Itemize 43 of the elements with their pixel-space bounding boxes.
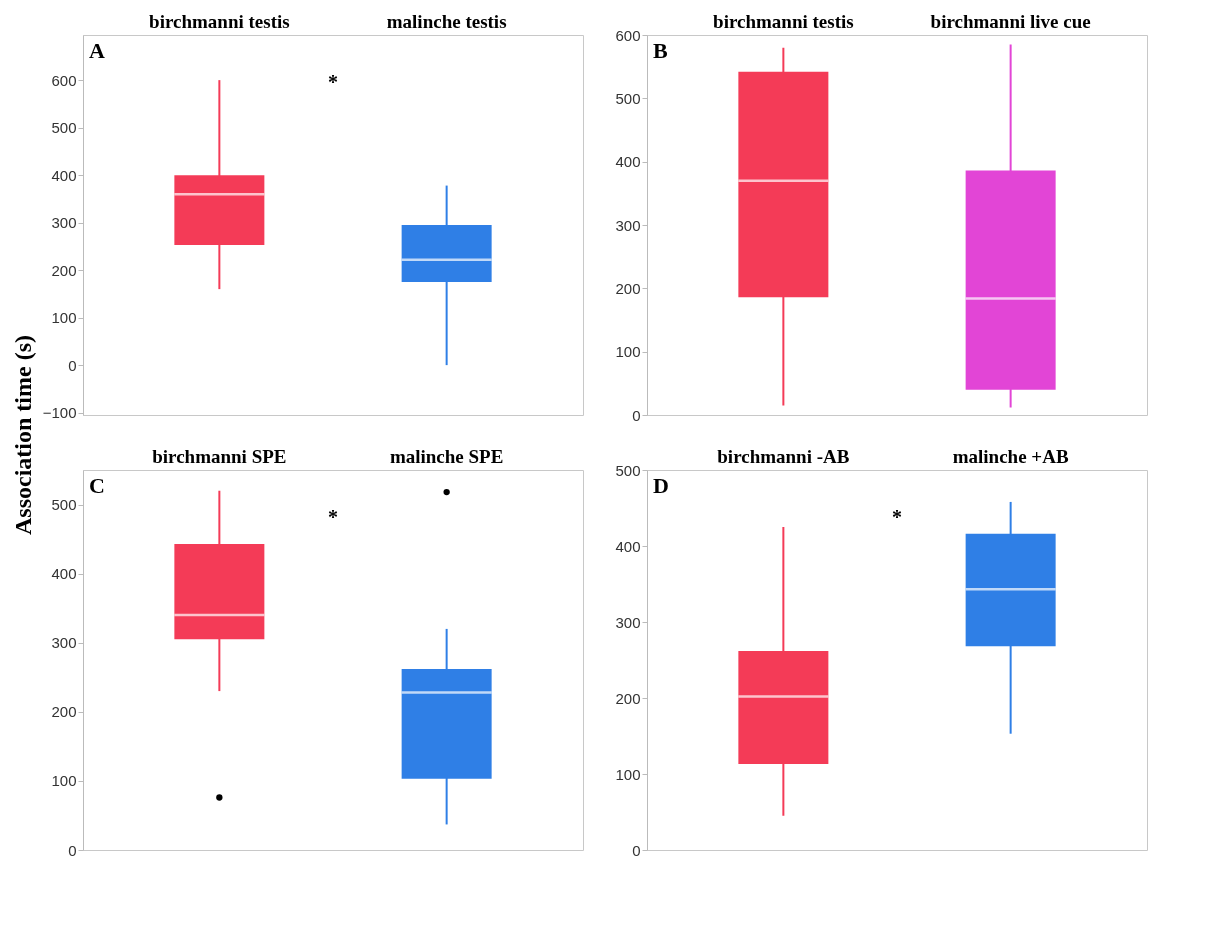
y-tick-label: 200 [51,261,77,279]
y-tick-label: 100 [615,343,641,361]
y-tick-label: 400 [51,166,77,184]
x-tick-label: birchmanni SPE [152,445,287,467]
y-tick-label: 200 [615,689,641,707]
y-tick-label: 300 [51,214,77,232]
x-tick-label: birchmanni live cue [930,10,1091,32]
x-tick-label: malinche testis [386,10,507,32]
y-tick-label: 100 [51,772,77,790]
annotation: * [328,71,338,93]
y-tick-label: 100 [51,309,77,327]
y-tick-label: 500 [615,89,641,107]
y-tick-label: 0 [632,406,641,424]
y-axis-title: Association time (s) [9,335,36,535]
y-tick-label: 0 [632,841,641,859]
annotation: C [89,473,105,498]
x-tick-label: birchmanni testis [713,10,854,32]
y-tick-label: 500 [615,461,641,479]
y-tick-label: 400 [51,565,77,583]
x-tick-label: birchmanni testis [149,10,290,32]
annotation: D [653,473,669,498]
y-tick-label: 300 [51,634,77,652]
y-tick-label: 400 [615,537,641,555]
y-tick-label: 400 [615,153,641,171]
x-tick-label: malinche SPE [389,445,504,467]
annotation: B [653,38,668,63]
annotation: * [328,506,338,528]
x-tick-label: malinche +AB [952,445,1069,467]
y-tick-label: −100 [42,404,77,422]
y-tick-label: 100 [615,765,641,783]
y-tick-label: 600 [51,71,77,89]
x-tick-label: birchmanni -AB [717,445,850,467]
y-tick-label: 0 [68,841,77,859]
annotation: A [89,38,105,63]
annotation: * [892,506,902,528]
y-tick-label: 600 [615,26,641,44]
y-tick-label: 0 [68,356,77,374]
y-tick-label: 200 [51,703,77,721]
y-tick-label: 200 [615,279,641,297]
y-tick-label: 500 [51,496,77,514]
y-tick-label: 300 [615,216,641,234]
y-tick-label: 500 [51,119,77,137]
y-tick-label: 300 [615,613,641,631]
